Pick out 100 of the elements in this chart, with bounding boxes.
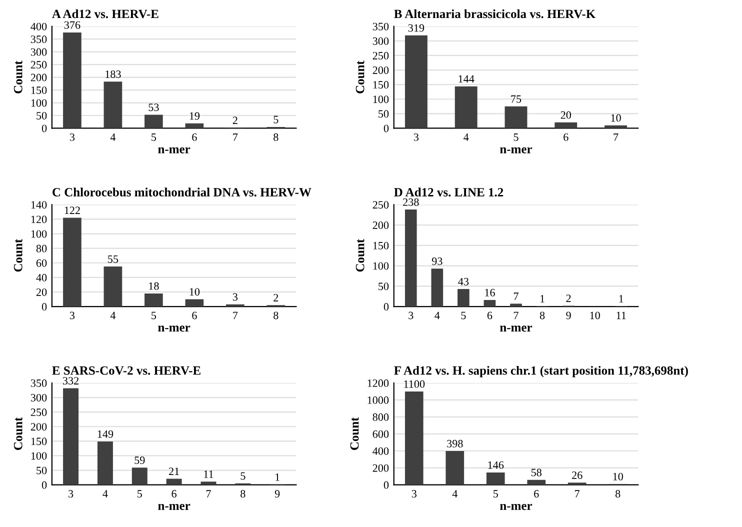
y-tick-label: 600 bbox=[372, 430, 389, 438]
data-label: 5 bbox=[240, 472, 246, 480]
chart-title: D Ad12 vs. LINE 1.2 bbox=[394, 188, 504, 196]
x-tick-label: 5 bbox=[138, 490, 142, 498]
x-tick-label: 8 bbox=[540, 312, 545, 320]
x-tick-label: 5 bbox=[152, 312, 156, 320]
y-tick-label: 0 bbox=[42, 481, 47, 489]
bar bbox=[454, 86, 478, 128]
x-tick-label: 4 bbox=[434, 312, 440, 320]
bar bbox=[458, 289, 470, 307]
x-tick-label: 10 bbox=[590, 312, 600, 320]
bar bbox=[185, 123, 204, 128]
data-label: 10 bbox=[190, 288, 200, 296]
x-tick-label: 9 bbox=[566, 312, 571, 320]
x-tick-label: 8 bbox=[240, 490, 246, 498]
y-tick-label: 300 bbox=[30, 48, 47, 56]
y-tick-label: 0 bbox=[42, 303, 47, 311]
y-tick-label: 350 bbox=[372, 22, 389, 30]
y-axis-title: Count bbox=[14, 60, 22, 94]
x-tick-label: 5 bbox=[514, 134, 518, 141]
data-label: 146 bbox=[488, 461, 504, 469]
y-tick-label: 400 bbox=[372, 447, 389, 455]
bar bbox=[63, 388, 79, 485]
data-label: 1100 bbox=[404, 380, 425, 388]
data-label: 1 bbox=[540, 295, 544, 302]
data-label: 18 bbox=[149, 282, 159, 290]
y-tick-label: 80 bbox=[36, 244, 47, 252]
x-tick-label: 4 bbox=[102, 490, 108, 498]
bar bbox=[404, 35, 428, 128]
data-label: 398 bbox=[447, 440, 463, 448]
x-axis-title: n-mer bbox=[500, 326, 532, 332]
y-tick-label: 100 bbox=[31, 230, 47, 238]
data-label: 2 bbox=[274, 294, 278, 302]
data-label: 19 bbox=[190, 112, 200, 120]
bar bbox=[554, 122, 578, 128]
y-tick-label: 50 bbox=[36, 466, 47, 474]
bar bbox=[144, 114, 163, 128]
x-tick-label: 3 bbox=[412, 490, 416, 498]
chart-title: B Alternaria brassicicola vs. HERV-K bbox=[394, 9, 596, 18]
data-label: 93 bbox=[432, 258, 442, 265]
y-tick-label: 200 bbox=[30, 423, 47, 431]
y-tick-label: 150 bbox=[31, 438, 47, 446]
data-label: 58 bbox=[531, 468, 542, 476]
x-tick-label: 4 bbox=[110, 133, 116, 141]
y-tick-label: 0 bbox=[384, 124, 389, 132]
data-label: 122 bbox=[64, 206, 80, 214]
x-axis-title: n-mer bbox=[500, 147, 532, 154]
y-tick-label: 120 bbox=[31, 216, 47, 224]
y-tick-label: 350 bbox=[30, 36, 47, 44]
x-tick-label: 3 bbox=[408, 312, 414, 320]
y-tick-label: 250 bbox=[372, 201, 389, 209]
bar bbox=[63, 32, 82, 128]
bar bbox=[404, 210, 417, 307]
data-label: 21 bbox=[168, 468, 179, 475]
y-tick-label: 200 bbox=[372, 66, 389, 74]
y-tick-label: 0 bbox=[384, 481, 389, 489]
bar bbox=[185, 299, 204, 307]
y-tick-label: 100 bbox=[373, 262, 389, 270]
data-label: 11 bbox=[204, 470, 214, 478]
bar bbox=[226, 304, 244, 307]
x-tick-label: 6 bbox=[192, 312, 197, 320]
bar bbox=[132, 468, 148, 485]
x-axis-title: n-mer bbox=[158, 147, 190, 154]
bar bbox=[144, 293, 163, 307]
y-tick-label: 300 bbox=[30, 394, 47, 402]
x-tick-label: 4 bbox=[110, 312, 116, 320]
data-label: 26 bbox=[572, 472, 582, 479]
data-label: 1 bbox=[276, 473, 280, 481]
chart-title: F Ad12 vs. H. sapiens chr.1 (start position 11,783,698nt) bbox=[394, 366, 688, 378]
data-label: 10 bbox=[613, 472, 623, 480]
bar bbox=[504, 106, 528, 128]
data-label: 59 bbox=[134, 456, 145, 464]
y-tick-label: 0 bbox=[384, 303, 389, 311]
bar bbox=[104, 82, 122, 128]
x-tick-label: 5 bbox=[461, 312, 466, 320]
x-tick-label: 3 bbox=[70, 133, 75, 141]
chart-title: C Chlorocebus mitochondrial DNA vs. HERV-W bbox=[52, 188, 312, 197]
x-tick-label: 6 bbox=[564, 133, 568, 141]
data-label: 16 bbox=[485, 288, 495, 296]
x-tick-label: 6 bbox=[172, 490, 177, 498]
x-tick-label: 8 bbox=[274, 133, 278, 141]
data-label: 332 bbox=[62, 377, 79, 385]
data-label: 10 bbox=[611, 114, 621, 122]
bar bbox=[486, 472, 505, 485]
x-tick-label: 7 bbox=[233, 134, 238, 141]
x-tick-label: 7 bbox=[614, 134, 618, 141]
x-tick-label: 7 bbox=[514, 312, 518, 320]
y-tick-label: 200 bbox=[30, 74, 47, 82]
y-tick-label: 50 bbox=[36, 112, 47, 120]
data-label: 43 bbox=[458, 278, 469, 286]
bar bbox=[510, 304, 522, 307]
bar bbox=[166, 478, 182, 485]
x-axis-title: n-mer bbox=[158, 504, 190, 510]
data-label: 2 bbox=[566, 294, 571, 302]
y-tick-label: 40 bbox=[36, 274, 47, 282]
x-tick-label: 6 bbox=[534, 490, 539, 498]
x-tick-label: 4 bbox=[452, 490, 458, 498]
x-tick-label: 6 bbox=[192, 133, 197, 141]
x-tick-label: 3 bbox=[70, 312, 75, 320]
x-axis-title: n-mer bbox=[500, 504, 532, 510]
